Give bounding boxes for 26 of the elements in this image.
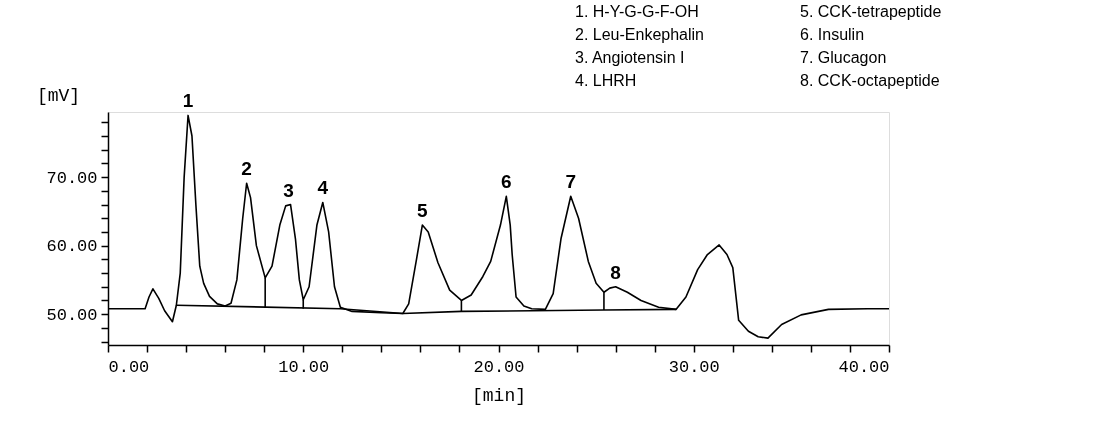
- annotation: 3: [283, 179, 294, 201]
- text: 3. Angiotensin I: [575, 49, 685, 66]
- annotation: 5: [417, 200, 429, 222]
- x-tick-label: 30.00: [668, 357, 720, 377]
- x-tick-label: 20.00: [473, 357, 525, 377]
- y-axis-title: [mV]: [36, 85, 81, 106]
- y-tick-label: 50.00: [46, 305, 98, 325]
- annotation: 4: [317, 177, 329, 199]
- y-tick-label: 60.00: [46, 237, 98, 257]
- text: 7. Glucagon: [800, 49, 887, 66]
- y-tick-label: 70.00: [46, 168, 98, 188]
- text: 4. LHRH: [575, 72, 637, 89]
- annotation: 6: [501, 171, 512, 193]
- annotation: 8: [610, 261, 621, 283]
- x-tick-label: 0.00: [108, 357, 150, 377]
- text: 1. H-Y-G-G-F-OH: [575, 3, 699, 20]
- text: 6. Insulin: [800, 26, 865, 43]
- text: 5. CCK-tetrapeptide: [800, 3, 942, 20]
- annotation: 2: [241, 158, 252, 180]
- annotation: 7: [565, 171, 577, 193]
- x-tick-label: 40.00: [838, 357, 890, 377]
- x-tick-label: 10.00: [278, 357, 330, 377]
- x-axis-title: [min]: [471, 385, 527, 406]
- annotation: 1: [182, 90, 194, 112]
- text: 2. Leu-Enkephalin: [575, 26, 704, 43]
- text: 8. CCK-octapeptide: [800, 72, 940, 89]
